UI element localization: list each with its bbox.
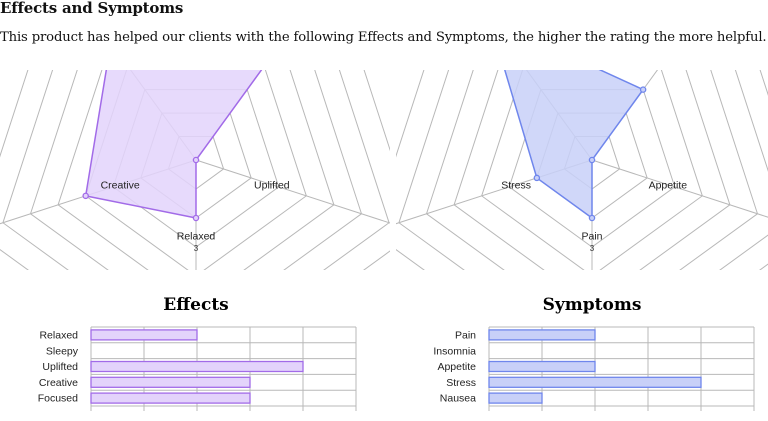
bar-label-appetite: Appetite — [437, 361, 476, 373]
section-heading: Effects and Symptoms — [0, 0, 184, 17]
bar-nausea — [488, 392, 543, 404]
symptoms-radar-chart: PainStressNauseaInsomniaAppetite3 — [396, 70, 768, 270]
bar-pain — [488, 329, 596, 341]
bar-label-focused: Focused — [38, 393, 78, 405]
symptoms-bar-chart: Symptoms Pain Insomnia Appetite Stress Nausea — [433, 295, 755, 411]
bar-creative — [90, 376, 251, 388]
section-intro: This product has helped our clients with… — [0, 30, 767, 45]
effects-bar-chart: Effects Relaxed Sleepy Uplifted Creative Focu… — [38, 295, 357, 411]
radar-point-appetite — [588, 156, 596, 164]
bar-stress — [488, 376, 702, 388]
radar-spoke — [591, 159, 768, 218]
radar-data-area — [504, 70, 645, 220]
bar-uplifted — [90, 360, 304, 373]
bar-label-sleepy: Sleepy — [46, 345, 79, 357]
radar-axis-label-appetite: Appetite — [649, 180, 688, 192]
radar-grid-ring — [425, 70, 759, 270]
radar-grid-ring — [29, 70, 363, 270]
symptoms-radar-group: PainStressNauseaInsomniaAppetite3 — [396, 70, 768, 270]
radar-spoke — [195, 159, 390, 224]
bar-label-insomnia: Insomnia — [433, 345, 476, 357]
bar-relaxed — [90, 329, 198, 341]
radar-axis-label-relaxed: Relaxed — [177, 230, 216, 242]
effects-bar-group: Effects Relaxed Sleepy Uplifted Creative Focu… — [38, 295, 357, 411]
radar-axis-label-creative: Creative — [101, 180, 140, 192]
bar-chart-title: Symptoms — [543, 295, 642, 315]
radar-axis-label-stress: Stress — [501, 180, 531, 192]
radar-grid-ring — [453, 70, 731, 270]
bar-label-stress: Stress — [446, 377, 476, 389]
bar-appetite — [488, 360, 596, 373]
radar-axis-label-pain: Pain — [581, 230, 602, 242]
radar-grid-ring — [2, 70, 390, 270]
radar-grid-ring — [85, 70, 307, 270]
radar-point-stress — [533, 174, 541, 182]
radar-tick-label: 3 — [194, 244, 199, 253]
symptoms-bar-group: Symptoms Pain Insomnia Appetite Stress Nausea — [433, 295, 755, 411]
bar-focused — [90, 392, 251, 404]
radar-point-uplifted — [192, 156, 200, 164]
radar-axis-label-uplifted: Uplifted — [254, 180, 290, 192]
radar-grid-ring — [57, 70, 335, 270]
radar-grid-ring — [396, 70, 768, 270]
bar-label-pain: Pain — [455, 330, 476, 342]
radar-grid-ring — [0, 70, 390, 270]
radar-grid-ring — [481, 70, 703, 270]
radar-tick-label: 3 — [590, 244, 595, 253]
bar-label-uplifted: Uplifted — [42, 361, 78, 373]
effects-radar-group: RelaxedCreativeFocusedSleepyUplifted3 — [0, 70, 390, 270]
radar-point-pain — [588, 214, 596, 222]
radar-point-creative — [82, 192, 89, 200]
bar-label-creative: Creative — [39, 377, 78, 389]
radar-point-insomnia — [639, 86, 647, 93]
radar-data-area — [84, 70, 263, 219]
bar-label-nausea: Nausea — [440, 393, 476, 405]
radar-grid-ring — [398, 70, 768, 270]
radar-point-relaxed — [192, 214, 200, 222]
effects-radar-chart: RelaxedCreativeFocusedSleepyUplifted3 — [0, 70, 390, 270]
bar-chart-title: Effects — [163, 295, 229, 315]
bar-label-relaxed: Relaxed — [39, 330, 78, 342]
